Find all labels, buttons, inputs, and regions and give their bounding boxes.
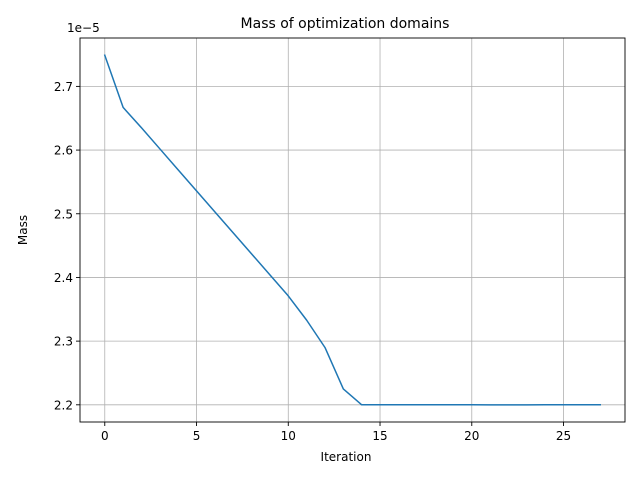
x-tick-label: 0 xyxy=(101,429,109,443)
y-tick-label: 2.6 xyxy=(54,144,73,158)
y-tick-label: 2.5 xyxy=(54,207,73,221)
y-axis-label: Mass xyxy=(16,215,30,245)
x-tick-label: 5 xyxy=(193,429,201,443)
x-tick-label: 15 xyxy=(372,429,387,443)
ticks: 0 5 10 15 20 25 2.2 2.3 2.4 2.5 2.6 2.7 xyxy=(54,80,571,443)
x-tick-label: 25 xyxy=(556,429,571,443)
y-tick-label: 2.2 xyxy=(54,398,73,412)
y-offset-label: 1e−5 xyxy=(67,21,100,35)
x-axis-label: Iteration xyxy=(321,450,372,464)
y-tick-label: 2.3 xyxy=(54,335,73,349)
grid xyxy=(80,38,625,422)
series-line xyxy=(103,54,601,406)
chart-title: Mass of optimization domains xyxy=(241,16,450,32)
plot-frame xyxy=(79,37,626,423)
x-tick-label: 10 xyxy=(281,429,296,443)
y-tick-label: 2.7 xyxy=(54,80,73,94)
y-tick-label: 2.4 xyxy=(54,271,73,285)
series-layer xyxy=(103,54,601,406)
x-tick-label: 20 xyxy=(464,429,479,443)
